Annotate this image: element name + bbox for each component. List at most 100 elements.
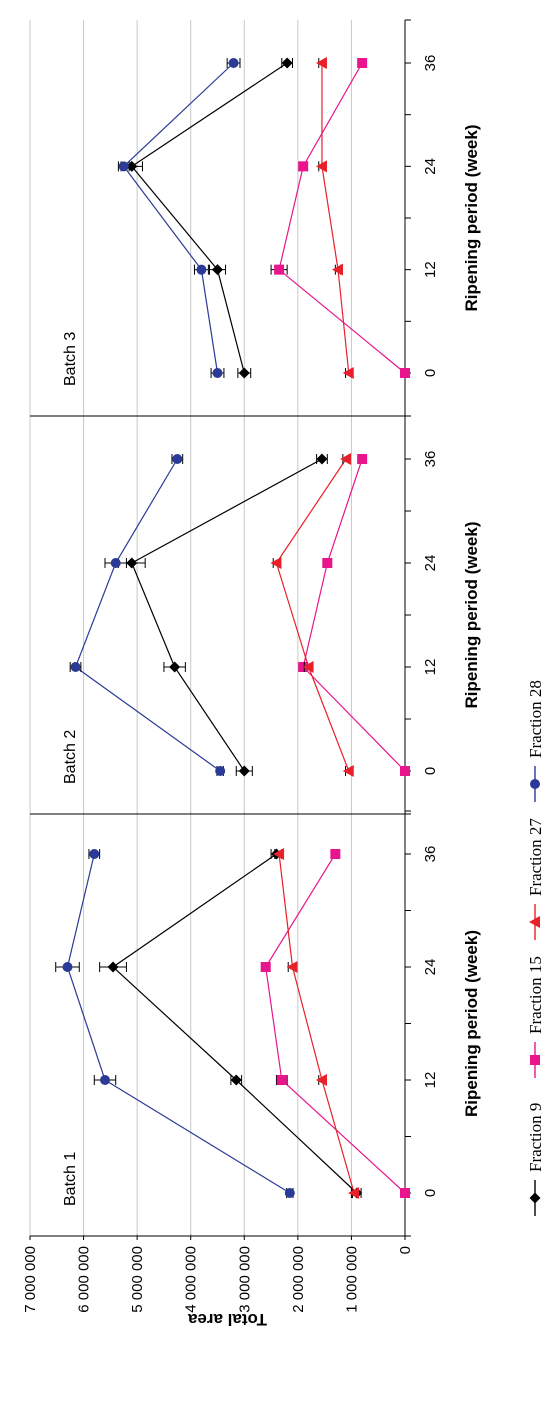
y-axis-title: Total area xyxy=(187,1310,267,1329)
data-point xyxy=(276,1075,287,1085)
legend-marker xyxy=(530,779,540,789)
x-tick-label: 24 xyxy=(422,158,439,175)
data-point xyxy=(400,766,410,776)
data-point xyxy=(315,160,327,173)
legend-marker xyxy=(530,1055,540,1065)
series-fraction-15 xyxy=(260,849,410,1198)
data-point xyxy=(196,264,207,275)
series-fraction-28 xyxy=(69,454,226,776)
data-point xyxy=(316,453,328,465)
panel-title: Batch 2 xyxy=(62,730,79,784)
legend-label: Fraction 27 xyxy=(526,818,545,896)
legend-label: Fraction 28 xyxy=(526,680,545,758)
data-point xyxy=(357,454,368,464)
data-point xyxy=(348,1187,360,1199)
data-point xyxy=(332,263,344,276)
y-tick-label: 4 000 000 xyxy=(183,1246,200,1313)
series-line xyxy=(321,63,350,374)
data-point xyxy=(274,264,285,275)
legend-item: Fraction 15 xyxy=(526,956,545,1078)
legend-marker xyxy=(529,916,540,928)
series-fraction-27 xyxy=(315,57,354,379)
x-tick-label: 0 xyxy=(422,369,439,377)
data-point xyxy=(342,765,354,777)
legend: Fraction 9 Fraction 15 Fraction 27 Fraction… xyxy=(526,680,545,1216)
series-line xyxy=(278,62,406,374)
series-line xyxy=(122,62,234,374)
data-point xyxy=(215,766,226,776)
series-fraction-28 xyxy=(55,849,295,1198)
data-point xyxy=(238,367,250,379)
data-point xyxy=(230,1074,242,1086)
x-axis-title: Ripening period (week) xyxy=(462,521,481,708)
data-point xyxy=(169,661,181,673)
y-tick-label: 1 000 000 xyxy=(343,1246,360,1313)
data-point xyxy=(322,558,333,568)
series-line xyxy=(302,458,406,772)
data-point xyxy=(110,558,121,568)
data-point xyxy=(400,368,410,378)
legend-label: Fraction 15 xyxy=(526,956,545,1034)
series-fraction-15 xyxy=(270,58,410,378)
data-point xyxy=(400,1188,410,1198)
series-line xyxy=(74,458,221,772)
x-tick-label: 24 xyxy=(422,555,439,572)
data-point xyxy=(70,662,81,672)
y-tick-label: 0 xyxy=(397,1246,414,1254)
data-point xyxy=(238,765,250,777)
legend-label: Fraction 9 xyxy=(526,1103,545,1172)
data-point xyxy=(340,453,352,465)
series-fraction-15 xyxy=(298,454,410,776)
panel-title: Batch 1 xyxy=(62,1152,79,1206)
x-axis-title: Ripening period (week) xyxy=(462,124,481,311)
data-point xyxy=(286,961,298,973)
series-line xyxy=(130,62,288,374)
data-point xyxy=(126,557,138,569)
series-line xyxy=(278,853,355,1194)
y-tick-label: 3 000 000 xyxy=(236,1246,253,1313)
series-fraction-27 xyxy=(273,848,360,1199)
panel-title: Batch 3 xyxy=(62,332,79,386)
data-point xyxy=(298,161,309,172)
data-point xyxy=(315,57,327,69)
data-point xyxy=(281,57,293,69)
x-axis-title: Ripening period (week) xyxy=(462,930,481,1117)
series-line xyxy=(66,853,291,1194)
data-point xyxy=(118,161,129,172)
data-point xyxy=(62,962,73,972)
x-tick-label: 36 xyxy=(422,55,439,72)
data-point xyxy=(89,849,100,859)
legend-item: Fraction 27 xyxy=(526,818,545,940)
legend-marker xyxy=(529,1192,541,1204)
x-tick-label: 36 xyxy=(422,846,439,863)
x-tick-label: 12 xyxy=(422,1072,439,1089)
x-tick-label: 0 xyxy=(422,1189,439,1197)
legend-item: Fraction 28 xyxy=(526,680,545,802)
panel-batch-3: 0 12 24 36 Ripening period (week) Batch 3 xyxy=(29,19,481,417)
y-tick-label: 2 000 000 xyxy=(290,1246,307,1313)
data-point xyxy=(302,661,314,673)
data-point xyxy=(270,557,282,569)
data-point xyxy=(107,961,119,973)
data-point xyxy=(228,58,239,68)
x-tick-label: 0 xyxy=(422,767,439,775)
y-tick-label: 5 000 000 xyxy=(129,1246,146,1313)
series-line xyxy=(265,853,406,1194)
data-point xyxy=(260,962,271,972)
series-fraction-27 xyxy=(270,453,354,777)
data-point xyxy=(357,58,368,68)
series-line xyxy=(275,458,350,772)
data-point xyxy=(100,1075,110,1085)
y-tick-label: 6 000 000 xyxy=(76,1246,93,1313)
x-tick-label: 36 xyxy=(422,451,439,468)
x-tick-label: 12 xyxy=(422,261,439,278)
panel-batch-2: 0 12 24 36 Ripening period (week) Batch 2 xyxy=(29,415,481,815)
panel-batch-1: 0 12 24 36 Ripening period (week) Batch 1 xyxy=(29,810,481,1237)
data-point xyxy=(212,264,223,276)
series-line xyxy=(131,458,323,772)
data-point xyxy=(212,368,223,378)
data-point xyxy=(273,848,285,860)
data-point xyxy=(342,367,354,379)
x-tick-label: 12 xyxy=(422,659,439,676)
